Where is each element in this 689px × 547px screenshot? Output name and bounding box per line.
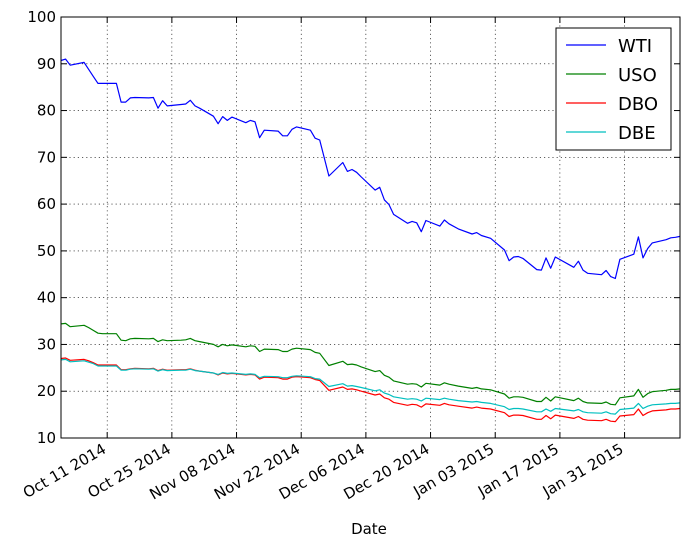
y-tick-label: 90 [37, 55, 56, 73]
y-tick-label: 10 [37, 429, 56, 447]
y-tick-label: 30 [37, 335, 56, 353]
series-layer [60, 58, 681, 423]
y-tick-label: 40 [37, 289, 56, 307]
y-tick-label: 100 [27, 8, 56, 26]
y-tick-label: 80 [37, 102, 56, 120]
series-line-wti [60, 58, 681, 280]
legend-label-wti: WTI [618, 36, 652, 57]
x-axis-label: Date [351, 520, 387, 538]
plot-frame [60, 16, 681, 439]
legend-label-dbo: DBO [618, 94, 658, 115]
series-line-uso [60, 322, 681, 406]
legend-label-uso: USO [618, 65, 657, 86]
grid-layer [61, 17, 680, 438]
legend-label-dbe: DBE [618, 123, 656, 144]
series-line-dbe [60, 358, 681, 415]
y-tick-label: 70 [37, 148, 56, 166]
legend-box [555, 27, 672, 151]
y-tick-label: 50 [37, 242, 56, 260]
y-tick-label: 60 [37, 195, 56, 213]
y-tick-label: 20 [37, 382, 56, 400]
legend: WTI USO DBO DBE [555, 27, 672, 151]
